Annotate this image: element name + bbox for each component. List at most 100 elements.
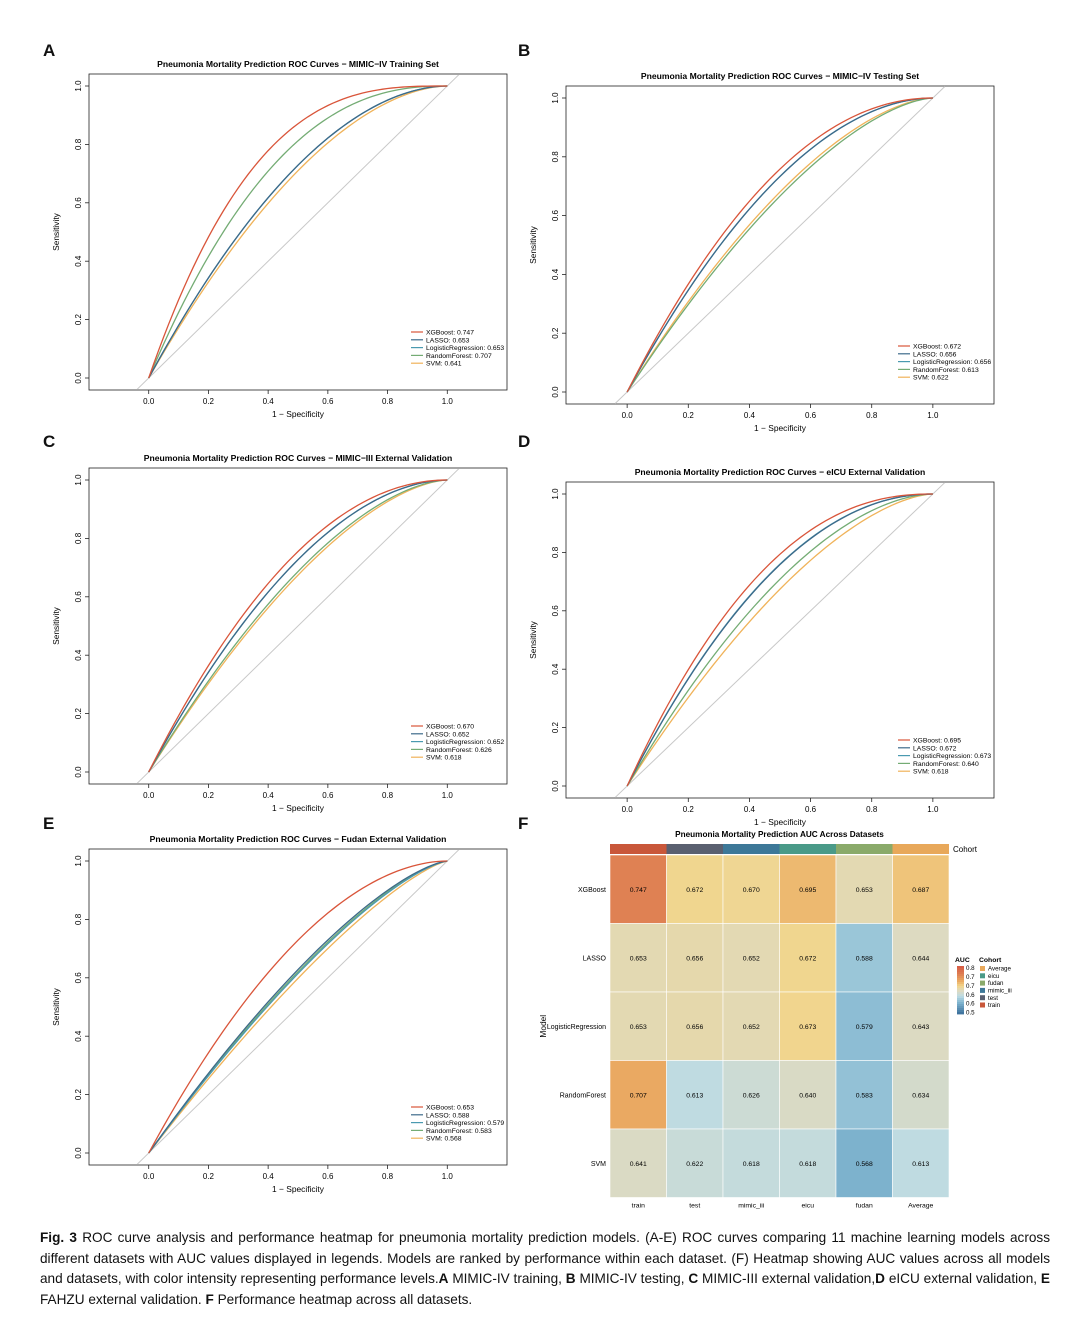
- heatmap-cell-value: 0.588: [856, 955, 873, 962]
- heatmap-cell: [892, 923, 950, 993]
- roc-chart-c: Pneumonia Mortality Prediction ROC Curve…: [51, 453, 508, 813]
- auc-colorbar-segment: [957, 994, 964, 997]
- caption-part-text: MIMIC-IV training,: [452, 1271, 562, 1286]
- cohort-legend-swatch: [980, 966, 985, 971]
- x-tick-label: 0.6: [805, 411, 817, 420]
- cohort-legend-label: Average: [988, 966, 1011, 973]
- auc-colorbar-segment: [957, 998, 964, 1001]
- heatmap-cell: [779, 854, 837, 924]
- auc-colorbar-segment: [957, 984, 964, 987]
- legend-label: RandomForest: 0.626: [426, 747, 492, 754]
- legend-label: XGBoost: 0.670: [426, 724, 474, 731]
- legend-label: RandomForest: 0.583: [426, 1128, 492, 1135]
- auc-legend-title: AUC: [955, 957, 970, 964]
- auc-colorbar-segment: [957, 976, 964, 979]
- y-axis-label: Sensitivity: [528, 225, 538, 264]
- y-tick-label: 1.0: [551, 488, 560, 500]
- caption-part-letter: B: [565, 1271, 576, 1286]
- heatmap-cell-value: 0.672: [686, 887, 703, 894]
- heatmap-cell-value: 0.652: [743, 955, 760, 962]
- roc-curve-randomforest: [148, 479, 448, 773]
- y-tick-label: 1.0: [74, 80, 83, 92]
- roc-curve-xgboost: [148, 85, 448, 379]
- y-tick-label: 0.8: [551, 546, 560, 558]
- cohort-legend-swatch: [980, 995, 985, 1001]
- roc-chart-b: Pneumonia Mortality Prediction ROC Curve…: [528, 71, 995, 433]
- x-axis-label: 1 − Specificity: [754, 817, 807, 827]
- roc-curve-xgboost: [148, 860, 448, 1154]
- x-tick-label: 0.0: [622, 805, 634, 814]
- caption-part-letter: E: [1040, 1271, 1050, 1286]
- y-tick-label: 0.4: [74, 1030, 83, 1042]
- heatmap-cell: [779, 991, 837, 1061]
- row-label: LASSO: [583, 955, 607, 962]
- caption-part-text: eICU external validation,: [888, 1271, 1038, 1286]
- auc-colorbar-segment: [957, 990, 964, 993]
- y-tick-label: 0.2: [74, 1088, 83, 1100]
- heatmap-cell: [722, 854, 780, 924]
- heatmap-cell-value: 0.640: [799, 1092, 816, 1099]
- y-tick-label: 0.0: [74, 1147, 83, 1159]
- heatmap-cell-value: 0.644: [912, 955, 929, 962]
- heatmap-cell: [722, 1128, 780, 1198]
- auc-colorbar-segment: [957, 1000, 964, 1003]
- roc-curve-xgboost: [626, 493, 933, 787]
- y-tick-label: 0.4: [74, 649, 83, 661]
- row-label: SVM: [591, 1161, 606, 1168]
- column-label: train: [632, 1203, 645, 1210]
- x-tick-label: 0.6: [322, 1172, 334, 1181]
- y-tick-label: 0.2: [551, 721, 560, 733]
- legend-label: LogisticRegression: 0.579: [426, 1120, 504, 1127]
- panel-label-d: D: [518, 432, 531, 451]
- x-tick-label: 0.8: [382, 791, 394, 800]
- auc-colorbar-segment: [957, 968, 964, 971]
- x-tick-label: 0.6: [322, 791, 334, 800]
- x-tick-label: 0.4: [744, 411, 756, 420]
- x-tick-label: 0.6: [322, 397, 334, 406]
- caption-part-letter: D: [875, 1271, 885, 1286]
- chart-title: Pneumonia Mortality Prediction ROC Curve…: [144, 453, 453, 463]
- x-tick-label: 0.8: [866, 411, 878, 420]
- plot-frame: [88, 848, 508, 1166]
- auc-colorbar-segment: [957, 966, 964, 969]
- x-tick-label: 0.6: [805, 805, 817, 814]
- roc-curve-svm: [148, 85, 448, 379]
- heatmap-cell-value: 0.613: [686, 1092, 703, 1099]
- y-tick-label: 0.6: [74, 591, 83, 603]
- auc-colorbar-segment: [957, 980, 964, 983]
- auc-colorbar-segment: [957, 1006, 964, 1009]
- roc-curve-svm: [626, 97, 933, 393]
- x-tick-label: 1.0: [927, 411, 939, 420]
- auc-legend-tick: 0.7: [966, 974, 975, 981]
- legend-label: XGBoost: 0.653: [426, 1105, 474, 1112]
- cohort-legend-label: train: [988, 1002, 1001, 1009]
- y-tick-label: 0.4: [74, 255, 83, 267]
- plot-frame: [565, 85, 995, 405]
- auc-legend-tick: 0.6: [966, 1001, 975, 1008]
- y-tick-label: 0.8: [74, 532, 83, 544]
- y-axis-label: Sensitivity: [528, 620, 538, 659]
- row-label: XGBoost: [578, 887, 606, 894]
- heatmap-cell: [892, 1128, 950, 1198]
- heatmap-cell-value: 0.707: [630, 1092, 647, 1099]
- cohort-legend-swatch: [980, 987, 985, 993]
- heatmap-cell-value: 0.653: [630, 955, 647, 962]
- heatmap-cell: [892, 991, 950, 1061]
- legend-label: SVM: 0.568: [426, 1136, 462, 1143]
- cohort-legend-swatch: [980, 980, 985, 986]
- cohort-annotation-cell: [610, 844, 667, 854]
- cohort-legend-label: test: [988, 995, 998, 1002]
- x-tick-label: 0.2: [203, 397, 215, 406]
- legend-label: LogisticRegression: 0.653: [426, 345, 504, 352]
- heatmap-cell-value: 0.641: [630, 1161, 647, 1168]
- auc-colorbar-segment: [957, 974, 964, 977]
- x-tick-label: 0.8: [866, 805, 878, 814]
- auc-colorbar-segment: [957, 992, 964, 995]
- x-tick-label: 0.0: [143, 397, 155, 406]
- auc-legend-tick: 0.8: [966, 965, 975, 972]
- auc-colorbar-segment: [957, 978, 964, 981]
- legend-label: XGBoost: 0.747: [426, 330, 474, 337]
- x-tick-label: 0.0: [143, 791, 155, 800]
- caption-text: ROC curve analysis and performance heatm…: [40, 1230, 1051, 1286]
- heatmap-cell: [835, 1060, 893, 1130]
